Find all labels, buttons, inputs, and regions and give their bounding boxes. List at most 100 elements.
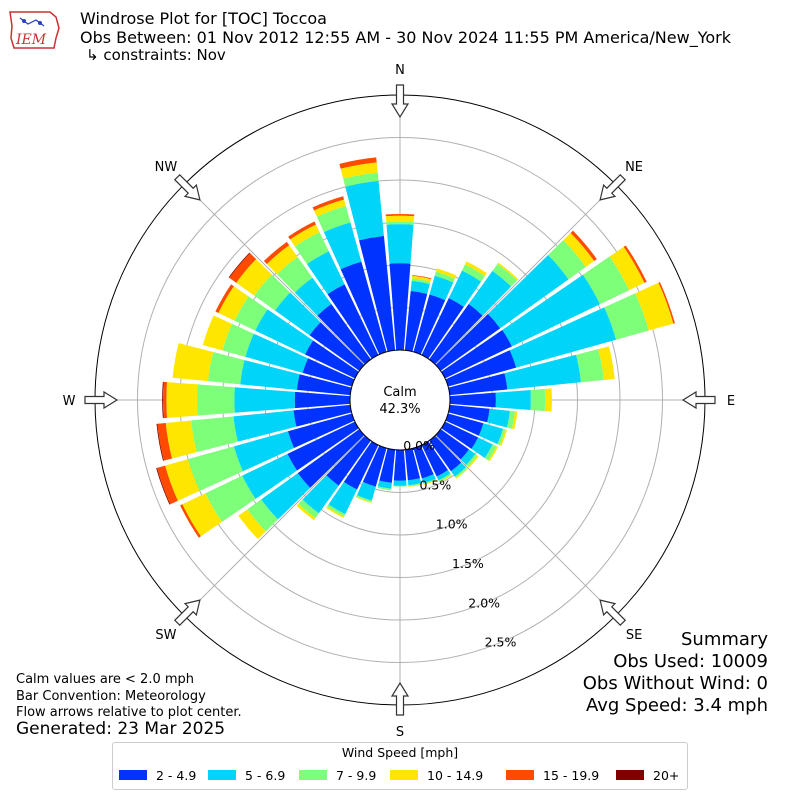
bar-segment [385, 215, 415, 223]
bar-segment [182, 493, 222, 537]
bar-segment [255, 309, 314, 355]
bar-segment [386, 224, 414, 264]
bar-segment [412, 274, 432, 280]
radial-tick-label: 2.5% [485, 635, 517, 650]
bar-dir-100 [448, 404, 518, 430]
bar-segment [423, 479, 437, 485]
bar-segment [448, 373, 508, 396]
iem-logo-graphic: IEM [9, 11, 60, 49]
flow-arrow-ne [599, 173, 627, 201]
bar-segment [441, 421, 479, 449]
title-line-2: Obs Between: 01 Nov 2012 12:55 AM - 30 N… [80, 28, 731, 47]
bar-segment [312, 196, 345, 211]
bar-segment [421, 441, 448, 477]
bar-segment [393, 480, 407, 486]
legend-item-2-4.9: 2 - 4.9 [119, 767, 196, 783]
bar-segment [302, 358, 355, 387]
bar-segment [328, 481, 358, 515]
bar-segment [340, 162, 378, 179]
bar-segment [609, 246, 645, 291]
legend-label: 5 - 6.9 [245, 767, 286, 783]
bar-segment [233, 410, 297, 442]
bar-segment [343, 172, 379, 187]
arrow-shape [173, 599, 201, 627]
radial-tick-label: 0.0% [403, 438, 435, 453]
bar-segment [302, 475, 339, 514]
bar-segment [429, 435, 462, 472]
bar-segment [228, 252, 251, 278]
bar-segment [497, 428, 506, 446]
bar-segment [294, 277, 332, 316]
legend-swatch [506, 770, 534, 780]
bar-segment [435, 313, 501, 371]
bar-segment [163, 381, 168, 419]
bar-segment [263, 241, 290, 265]
bar-segment [156, 465, 178, 505]
legend-swatch [299, 770, 327, 780]
bar-segment [487, 254, 569, 329]
bar-segment [423, 478, 437, 485]
bar-segment [327, 284, 379, 359]
legend-item-15-19.9: 15 - 19.9 [506, 767, 599, 783]
bar-dir-70 [445, 282, 675, 387]
cardinal-label-ne: NE [625, 160, 643, 175]
bar-segment [511, 411, 518, 430]
bar-segment [266, 245, 298, 275]
bar-segment [288, 221, 316, 240]
legend-swatch [208, 770, 236, 780]
bar-segment [296, 503, 316, 521]
bar-segment [658, 282, 675, 324]
bar-segment [162, 381, 164, 419]
bar-segment [530, 388, 546, 412]
grid-spoke [183, 183, 365, 365]
legend-swatch [119, 770, 147, 780]
bar-segment [408, 483, 422, 487]
bar-dir-10 [404, 274, 432, 352]
grid-spoke [183, 435, 365, 617]
bar-segment [157, 422, 173, 461]
arrow-shape [681, 390, 716, 410]
bar-segment [408, 483, 422, 487]
radial-tick-label: 0.5% [420, 477, 452, 492]
bar-dir-290 [202, 315, 355, 387]
flow-arrow-e [681, 390, 716, 410]
bar-segment [484, 444, 497, 461]
bar-segment [247, 499, 279, 532]
bar-segment [413, 445, 434, 479]
bar-segment [298, 499, 319, 519]
calm-value: 42.3% [379, 402, 420, 417]
arrow-shape [173, 173, 201, 201]
bar-segment [385, 214, 415, 217]
bar-dir-30 [421, 261, 487, 359]
calm-circle: Calm 42.3% [349, 349, 451, 451]
bar-segment [205, 475, 256, 522]
arrow-shape [390, 84, 410, 119]
bar-segment [188, 446, 243, 491]
bar-segment [294, 232, 329, 265]
bar-segment [306, 251, 345, 295]
bar-segment [242, 453, 298, 499]
bar-segment [467, 455, 479, 468]
logo-text: IEM [15, 32, 47, 48]
bar-segment [502, 274, 600, 347]
bar-segment [623, 245, 647, 283]
legend-swatch [390, 770, 418, 780]
bar-segment [582, 256, 630, 305]
bar-segment [468, 270, 512, 316]
bar-segment [435, 429, 469, 460]
bar-segment [389, 263, 411, 351]
bar-segment [488, 446, 498, 462]
cardinal-label-nw: NW [155, 160, 178, 175]
legend-item-20-plus: 20+ [616, 767, 679, 783]
bar-segment [165, 459, 200, 501]
bar-segment [197, 384, 235, 416]
bar-segment [411, 278, 431, 285]
arrow-shape [599, 173, 627, 201]
flow-arrow-sw [173, 599, 201, 627]
bar-segment [495, 389, 531, 411]
bar-segment [434, 271, 456, 283]
iem-logo: IEM [6, 8, 64, 52]
bar-segment [413, 294, 446, 355]
bar-segment [340, 261, 387, 355]
